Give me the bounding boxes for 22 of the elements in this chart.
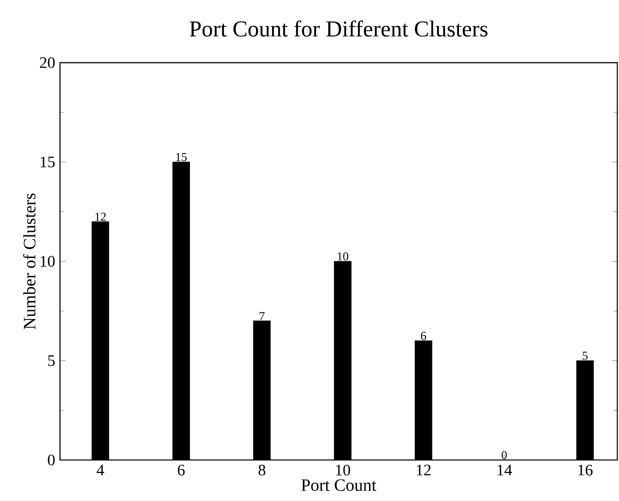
y-tick-label: 0 xyxy=(48,454,55,466)
data-label: 7 xyxy=(260,312,265,320)
y-tick-label: 15 xyxy=(40,156,55,168)
x-tick-label: 4 xyxy=(96,464,104,476)
data-label: 5 xyxy=(582,352,588,360)
x-axis-title: Port Count xyxy=(301,479,376,491)
data-label: 12 xyxy=(95,212,106,221)
y-axis-title: Number of Clusters xyxy=(23,194,36,330)
x-tick-label: 8 xyxy=(258,464,266,476)
x-tick-label: 10 xyxy=(336,464,350,476)
data-label: 15 xyxy=(176,153,187,162)
x-tick-label: 14 xyxy=(498,464,512,476)
x-tick-label: 6 xyxy=(178,464,185,476)
y-tick-label: 20 xyxy=(40,57,55,68)
chart-title: Port Count for Different Clusters xyxy=(190,20,488,37)
x-tick-label: 12 xyxy=(416,464,431,476)
y-tick-label: 10 xyxy=(40,256,55,267)
x-tick-label: 16 xyxy=(578,464,593,476)
y-tick-label: 5 xyxy=(48,355,55,366)
data-label: 6 xyxy=(421,332,426,340)
data-label: 0 xyxy=(502,450,507,460)
data-label: 10 xyxy=(338,252,348,260)
